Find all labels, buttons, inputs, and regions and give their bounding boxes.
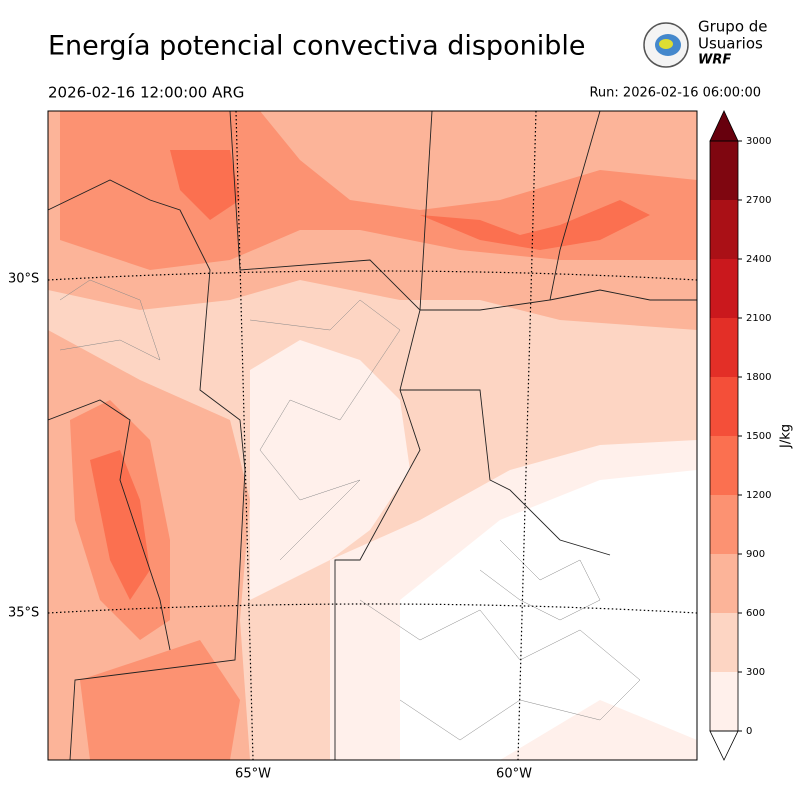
- colorbar-segment: [710, 318, 738, 377]
- logo-text: Grupo de: [698, 18, 768, 36]
- colorbar-tick-label: 0: [746, 726, 752, 737]
- border: [48, 179, 246, 760]
- lat-label: 30°S: [8, 272, 39, 287]
- colorbar-tick-label: 3000: [746, 136, 771, 147]
- colorbar-tick-label: 900: [746, 549, 765, 560]
- colorbar-tick-label: 2400: [746, 254, 771, 265]
- field: [400, 470, 697, 760]
- lon-label: 60°W: [496, 767, 532, 782]
- subdivision: [249, 299, 401, 561]
- subdivision: [59, 279, 161, 361]
- field: [250, 340, 410, 600]
- logo-text: Usuarios: [698, 35, 763, 53]
- colorbar-tick-label: 1500: [746, 431, 771, 442]
- graticule: [48, 270, 697, 281]
- colorbar-segment: [710, 554, 738, 613]
- colorbar-segment: [710, 200, 738, 259]
- lon-label: 65°W: [235, 767, 271, 782]
- colorbar-label: J/kg: [779, 424, 794, 449]
- colorbar: J/kg 0 300 600 900 1200 1500 1800 2100 2400 2700 3…: [709, 110, 794, 761]
- border: [48, 399, 171, 651]
- lat-label: 35°S: [8, 606, 39, 621]
- colorbar-segment: [710, 613, 738, 672]
- field: [80, 640, 240, 760]
- colorbar-tick-label: 2100: [746, 313, 771, 324]
- colorbar-tick-label: 600: [746, 608, 765, 619]
- colorbar-tick-label: 1200: [746, 490, 771, 501]
- colorbar-segment: [710, 259, 738, 318]
- colorbar-under: [709, 730, 739, 761]
- field: [420, 200, 650, 250]
- subdivision: [479, 539, 601, 621]
- valid-time: 2026-02-16 12:00:00 ARG: [48, 84, 244, 102]
- title: Energía potencial convectiva disponible: [48, 31, 585, 62]
- colorbar-segment: [710, 377, 738, 436]
- border: [419, 111, 601, 311]
- field: [90, 450, 150, 600]
- border: [400, 389, 611, 556]
- colorbar-tick-label: 1800: [746, 372, 771, 383]
- map: 30°S 35°S 65°W 60°W: [8, 110, 698, 782]
- graticule: [517, 111, 537, 760]
- colorbar-segment: [710, 141, 738, 200]
- logo-globe-spot: [659, 39, 673, 49]
- colorbar-over: [709, 110, 739, 142]
- colorbar-segment: [710, 436, 738, 495]
- run-time: Run: 2026-02-16 06:00:00: [589, 86, 761, 101]
- colorbar-segment: [710, 495, 738, 554]
- colorbar-tick-label: 2700: [746, 195, 771, 206]
- subdivision: [359, 599, 641, 741]
- map-frame: [47, 110, 698, 761]
- graticule: [48, 603, 697, 614]
- colorbar-tick-label: 300: [746, 667, 765, 678]
- field: [170, 150, 240, 220]
- border: [549, 289, 697, 301]
- logo-text: WRF: [698, 53, 731, 68]
- logo: Grupo de Usuarios WRF: [643, 18, 768, 68]
- graticule: [235, 111, 254, 760]
- colorbar-segment: [710, 672, 738, 731]
